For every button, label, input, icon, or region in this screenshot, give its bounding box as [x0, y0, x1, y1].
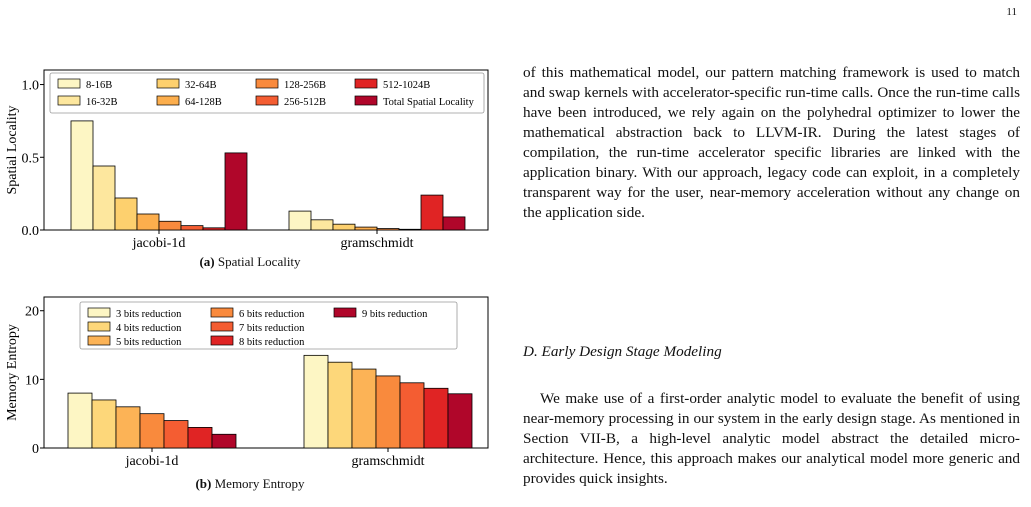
legend-label: 4 bits reduction: [116, 323, 182, 334]
body-column: of this mathematical model, our pattern …: [523, 63, 1020, 223]
legend-label: 6 bits reduction: [239, 309, 305, 320]
y-tick-label: 20: [25, 305, 39, 320]
x-tick-label: gramschmidt: [340, 236, 413, 250]
bar: [303, 354, 329, 449]
bar: [398, 228, 422, 231]
caption-a-text: Spatial Locality: [217, 254, 301, 269]
legend-swatch: [87, 307, 111, 318]
bar: [91, 399, 117, 449]
bar: [354, 226, 378, 231]
bar: [332, 223, 356, 231]
y-axis-label: Memory Entropy: [5, 324, 20, 421]
y-axis-label: Spatial Locality: [5, 105, 20, 194]
bar: [158, 220, 182, 231]
legend-label: 8-16B: [86, 80, 112, 91]
legend-swatch: [354, 95, 378, 106]
caption-b: (b) Memory Entropy: [10, 476, 490, 492]
legend-label: 8 bits reduction: [239, 337, 305, 348]
legend-label: Total Spatial Locality: [383, 97, 475, 108]
y-tick-label: 0.5: [22, 151, 40, 166]
legend-label: 512-1024B: [383, 80, 430, 91]
legend-box: [79, 301, 458, 350]
bar: [288, 210, 312, 231]
section-heading: D. Early Design Stage Modeling: [523, 343, 722, 360]
bar: [70, 120, 94, 231]
plot-frame: [43, 69, 489, 231]
bar: [67, 392, 93, 449]
legend-label: 256-512B: [284, 97, 326, 108]
legend-label: 7 bits reduction: [239, 323, 305, 334]
legend-label: 64-128B: [185, 97, 222, 108]
legend-swatch: [333, 307, 357, 318]
bar: [420, 194, 444, 231]
legend-swatch: [156, 78, 180, 89]
plot-frame: [43, 296, 489, 449]
legend-swatch: [354, 78, 378, 89]
legend-swatch: [210, 321, 234, 332]
legend-label: 3 bits reduction: [116, 309, 182, 320]
paragraph-1: of this mathematical model, our pattern …: [523, 64, 1020, 221]
bar: [163, 420, 189, 449]
legend-label: 128-256B: [284, 80, 326, 91]
x-tick-label: jacobi-1d: [125, 454, 179, 469]
bar: [136, 213, 160, 231]
legend-label: 16-32B: [86, 97, 118, 108]
caption-b-text: Memory Entropy: [214, 476, 305, 491]
caption-a-label: (a): [199, 254, 215, 269]
bar: [180, 225, 204, 231]
caption-a: (a) Spatial Locality: [10, 254, 490, 270]
bar: [442, 216, 466, 231]
bar: [202, 227, 226, 231]
x-tick-label: gramschmidt: [351, 454, 424, 469]
paragraph-2: We make use of a first-order analytic mo…: [523, 390, 1020, 488]
legend-swatch: [57, 95, 81, 106]
legend-swatch: [255, 78, 279, 89]
bar: [187, 427, 213, 449]
y-tick-label: 10: [25, 373, 39, 388]
bar: [139, 413, 165, 449]
bar: [375, 375, 401, 449]
bar: [224, 152, 248, 231]
bar: [211, 433, 237, 449]
bar: [327, 361, 353, 449]
bar: [376, 228, 400, 231]
bar: [399, 382, 425, 449]
y-tick-label: 1.0: [22, 79, 40, 94]
page-number: 11: [1006, 6, 1017, 18]
y-tick-label: 0.0: [22, 224, 40, 239]
legend-swatch: [57, 78, 81, 89]
legend-swatch: [210, 335, 234, 346]
legend-label: 32-64B: [185, 80, 217, 91]
x-tick-label: jacobi-1d: [132, 236, 186, 250]
bar: [447, 393, 473, 449]
legend-swatch: [87, 335, 111, 346]
legend-swatch: [210, 307, 234, 318]
legend-label: 5 bits reduction: [116, 337, 182, 348]
caption-b-label: (b): [195, 476, 212, 491]
bar: [351, 368, 377, 449]
legend-swatch: [255, 95, 279, 106]
bar: [423, 387, 449, 449]
bar: [114, 197, 138, 231]
bar: [92, 165, 116, 231]
legend-swatch: [156, 95, 180, 106]
legend-swatch: [87, 321, 111, 332]
y-tick-label: 0: [32, 442, 39, 457]
chart-memory-entropy: 0 10 20 Memory Entropy jacobi-1d gramschmidt 3…: [5, 296, 489, 469]
bar: [115, 406, 141, 449]
bar: [310, 219, 334, 231]
legend-label: 9 bits reduction: [362, 309, 428, 320]
